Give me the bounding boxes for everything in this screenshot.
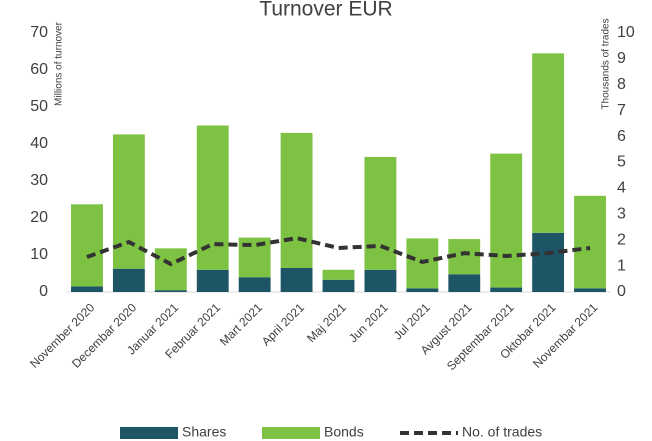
bar-segment (322, 269, 355, 280)
bar-segment (574, 288, 606, 292)
bar-segment (490, 287, 523, 292)
x-tick-label: Jun 2021 (346, 300, 391, 345)
y2-tick-label: 4 (617, 180, 626, 197)
legend-label: Bonds (324, 424, 364, 440)
y2-tick-label: 1 (617, 257, 626, 274)
y2-tick-label: 0 (617, 283, 626, 300)
legend-swatch (262, 427, 320, 439)
legend-label: No. of trades (462, 424, 542, 440)
chart-title: Turnover EUR (259, 0, 392, 21)
y-tick-label: 10 (30, 246, 48, 263)
bar-segment (196, 269, 229, 292)
bar-segment (448, 274, 481, 292)
y2-tick-label: 3 (617, 206, 626, 223)
bar-segment (280, 267, 313, 292)
y-tick-label: 0 (39, 283, 48, 300)
y2-tick-label: 2 (617, 231, 626, 248)
bar-segment (71, 204, 103, 287)
y2-tick-label: 9 (617, 50, 626, 67)
x-tick-label: April 2021 (259, 300, 307, 348)
y-tick-label: 30 (30, 172, 48, 189)
bar-segment (154, 248, 187, 291)
bar-segment (364, 269, 397, 292)
y2-tick-label: 8 (617, 76, 626, 93)
y2-tick-label: 5 (617, 154, 626, 171)
bar-segment (490, 153, 523, 288)
y-axis-label: Millions of turnover (54, 21, 65, 106)
y2-tick-label: 10 (617, 24, 635, 41)
y2-tick-label: 6 (617, 128, 626, 145)
trades-line (86, 236, 591, 267)
y-tick-label: 40 (30, 135, 48, 152)
bar-segment (238, 277, 271, 292)
x-tick-label: Mart 2021 (217, 300, 265, 348)
bar-segment (112, 268, 145, 292)
y-tick-label: 20 (30, 209, 48, 226)
y2-axis-label: Thousands of trades (601, 18, 612, 109)
bar-segment (280, 132, 313, 268)
bar-segment (71, 286, 103, 292)
bar-segment (532, 232, 565, 292)
y-tick-label: 70 (30, 24, 48, 41)
legend-swatch (120, 427, 178, 439)
y-tick-label: 60 (30, 61, 48, 78)
y-tick-label: 50 (30, 98, 48, 115)
bar-segment (322, 279, 355, 292)
bar-segment (364, 156, 397, 270)
bar-segment (574, 195, 606, 289)
y2-tick-label: 7 (617, 102, 626, 119)
x-tick-label: Jul 2021 (391, 300, 433, 342)
bar-segment (154, 290, 187, 292)
bar-segment (406, 288, 439, 292)
legend-label: Shares (182, 424, 226, 440)
bar-segment (532, 53, 565, 233)
x-tick-label: Maj 2021 (304, 300, 349, 345)
